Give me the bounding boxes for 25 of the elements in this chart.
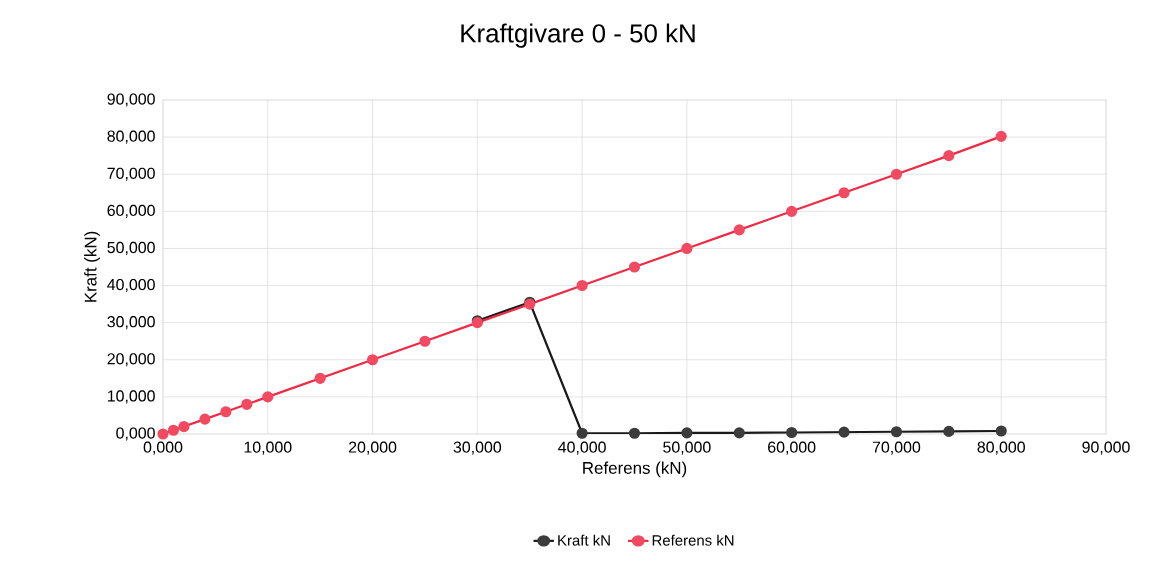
x-tick-label: 20,000 xyxy=(348,441,397,455)
y-tick-label: 30,000 xyxy=(107,316,155,330)
x-tick-label: 80,000 xyxy=(977,441,1025,455)
y-axis-title: Kraft (kN) xyxy=(84,231,100,302)
legend-label: Referens kN xyxy=(652,534,734,546)
y-tick-label: 10,000 xyxy=(107,390,155,404)
x-tick-label: 30,000 xyxy=(453,441,502,455)
y-tick-label: 0,000 xyxy=(116,427,155,441)
chart-title: Kraftgivare 0 - 50 kN xyxy=(461,23,695,48)
x-tick-label: 90,000 xyxy=(1082,441,1130,455)
x-tick-label: 70,000 xyxy=(872,441,921,455)
x-tick-label: 0,000 xyxy=(143,441,183,455)
y-tick-label: 50,000 xyxy=(107,241,155,256)
legend-label: Kraft kN xyxy=(558,534,610,546)
x-tick-label: 10,000 xyxy=(244,441,292,455)
y-tick-label: 60,000 xyxy=(107,204,155,218)
x-axis-title: Referens (kN) xyxy=(583,461,687,478)
y-tick-label: 40,000 xyxy=(107,278,155,293)
x-tick-label: 60,000 xyxy=(768,441,816,455)
y-tick-label: 80,000 xyxy=(107,130,155,144)
y-tick-label: 70,000 xyxy=(107,167,155,181)
y-tick-label: 90,000 xyxy=(107,93,155,107)
x-tick-label: 50,000 xyxy=(663,441,711,455)
y-tick-label: 20,000 xyxy=(107,353,155,367)
x-tick-label: 40,000 xyxy=(558,441,606,455)
